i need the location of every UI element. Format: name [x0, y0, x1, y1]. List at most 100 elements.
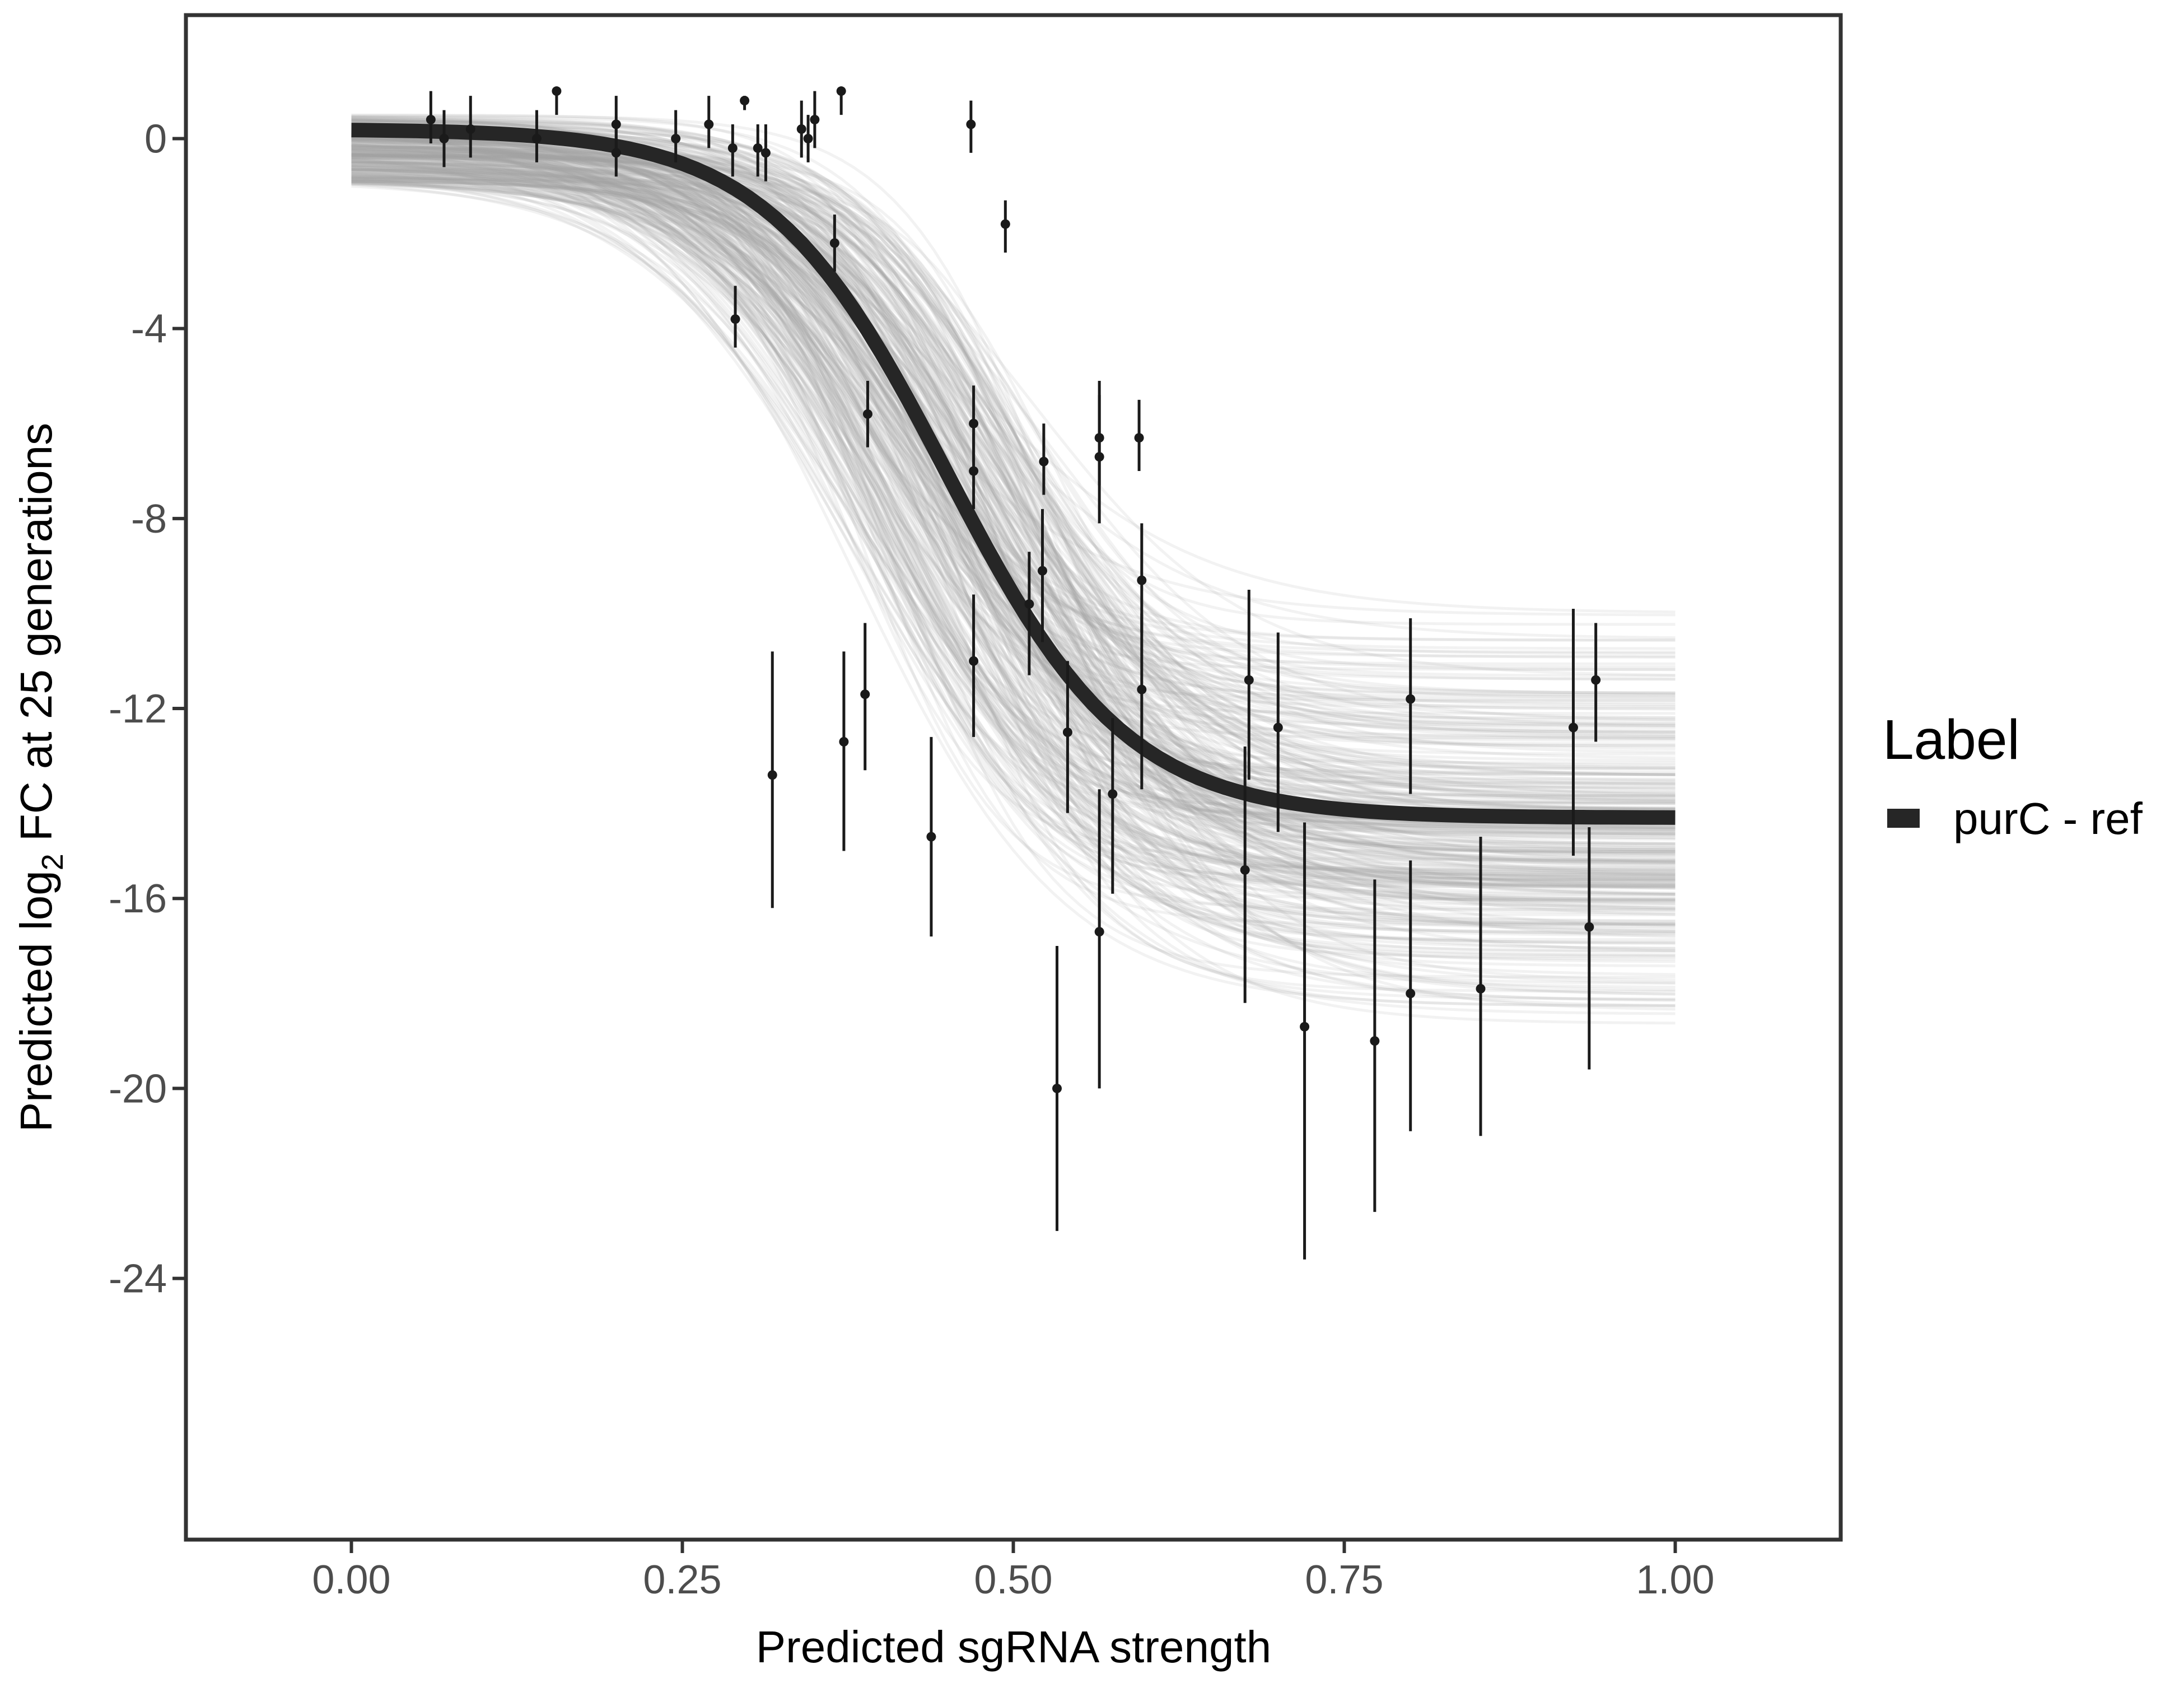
posterior-sample-curve	[351, 148, 1676, 626]
posterior-sample-curve	[351, 166, 1676, 845]
posterior-sample-curve	[351, 136, 1676, 759]
posterior-sample-curve	[351, 172, 1676, 805]
posterior-sample-curve	[351, 178, 1676, 835]
posterior-sample-curve	[351, 133, 1676, 790]
posterior-sample-curve	[351, 137, 1676, 702]
data-point	[1240, 746, 1250, 1003]
posterior-sample-curve	[351, 146, 1676, 767]
posterior-sample-curve	[351, 178, 1676, 735]
data-point	[860, 623, 870, 771]
posterior-sample-curve	[351, 158, 1676, 799]
posterior-sample-curve	[351, 152, 1676, 888]
point-marker	[1137, 575, 1147, 585]
data-point	[1370, 879, 1380, 1212]
posterior-sample-curve	[351, 145, 1676, 911]
data-point	[1584, 827, 1594, 1070]
data-point	[730, 286, 740, 348]
posterior-sample-curve	[351, 129, 1676, 811]
posterior-sample-curve	[351, 132, 1676, 785]
y-tick-label: -16	[109, 877, 167, 921]
point-marker	[810, 115, 820, 125]
data-point	[760, 124, 771, 181]
posterior-sample-curve	[351, 154, 1676, 864]
posterior-sample-curve	[351, 152, 1676, 1008]
posterior-sample-curve	[351, 170, 1676, 728]
posterior-sample-curve	[351, 167, 1676, 680]
posterior-sample-curve	[351, 148, 1676, 858]
posterior-sample-curve	[351, 144, 1676, 916]
point-marker	[860, 689, 870, 700]
posterior-sample-curve	[351, 131, 1676, 810]
posterior-sample-curve	[351, 136, 1676, 883]
posterior-sample-curve	[351, 151, 1676, 740]
y-tick-label: -8	[131, 497, 167, 542]
point-marker	[926, 832, 936, 842]
posterior-sample-curve	[351, 161, 1676, 992]
posterior-sample-curve	[351, 116, 1676, 896]
point-marker	[1591, 675, 1601, 685]
posterior-sample-curve	[351, 115, 1676, 941]
data-point	[1273, 632, 1283, 832]
posterior-sample-curve	[351, 161, 1676, 841]
posterior-sample-curve	[351, 176, 1676, 826]
posterior-sample-curve	[351, 136, 1676, 957]
y-axis-title-part-2: FC at 25 generations	[11, 423, 61, 854]
posterior-sample-curve	[351, 154, 1676, 677]
posterior-sample-curve	[351, 168, 1676, 829]
x-axis: 0.00 0.25 0.50 0.75 1.00	[312, 1541, 1715, 1602]
posterior-sample-curve	[351, 139, 1676, 976]
posterior-sample-curve	[351, 179, 1676, 725]
posterior-sample-curve	[351, 129, 1676, 880]
posterior-sample-curve	[351, 144, 1676, 695]
posterior-sample-curve	[351, 164, 1676, 910]
posterior-sample-curve	[351, 115, 1676, 836]
posterior-sample-curve	[351, 126, 1676, 642]
data-point	[1094, 395, 1104, 524]
posterior-sample-curve	[351, 144, 1676, 863]
y-tick-label: -24	[109, 1257, 167, 1302]
fit-curve-purc-ref	[351, 123, 1676, 825]
posterior-sample-curve	[351, 153, 1676, 837]
data-point	[829, 215, 839, 272]
posterior-sample-curve	[351, 167, 1676, 896]
data-point	[465, 96, 475, 158]
posterior-sample-curve	[351, 133, 1676, 878]
point-marker	[829, 238, 839, 248]
point-marker	[1134, 433, 1144, 443]
point-marker	[1094, 452, 1104, 462]
data-point	[753, 124, 763, 177]
point-marker	[1568, 722, 1578, 733]
posterior-sample-curve	[351, 185, 1676, 888]
posterior-sample-curve	[351, 180, 1676, 1002]
data-point	[969, 594, 979, 737]
point-marker	[730, 314, 740, 324]
x-tick-label: 0.50	[974, 1558, 1052, 1602]
data-point	[1000, 200, 1010, 253]
posterior-sample-curve	[351, 142, 1676, 882]
point-marker	[839, 736, 849, 747]
data-point	[966, 100, 976, 153]
posterior-sample-curve	[351, 155, 1676, 888]
posterior-sample-curve	[351, 180, 1676, 801]
posterior-sample-curve	[351, 159, 1676, 642]
point-marker	[1039, 456, 1049, 467]
posterior-sample-curve	[351, 167, 1676, 852]
posterior-sample-curve	[351, 156, 1676, 935]
posterior-sample-curve	[351, 120, 1676, 708]
posterior-sample-curve	[351, 156, 1676, 764]
data-point	[926, 736, 936, 937]
data-point	[1568, 608, 1578, 856]
posterior-sample-curve	[351, 153, 1676, 659]
point-marker	[836, 86, 846, 96]
posterior-sample-curve	[351, 179, 1676, 885]
posterior-sample-curve	[351, 162, 1676, 840]
posterior-sample-curve	[351, 157, 1676, 740]
y-axis-title: Predicted log2 FC at 25 generations	[11, 423, 69, 1132]
posterior-sample-curve	[351, 183, 1676, 910]
point-marker	[552, 86, 562, 96]
data-point	[1406, 860, 1416, 1131]
posterior-sample-curve	[351, 179, 1676, 720]
posterior-sample-curve	[351, 139, 1676, 738]
posterior-sample-curve	[351, 148, 1676, 1008]
posterior-sample-curve	[351, 122, 1676, 829]
